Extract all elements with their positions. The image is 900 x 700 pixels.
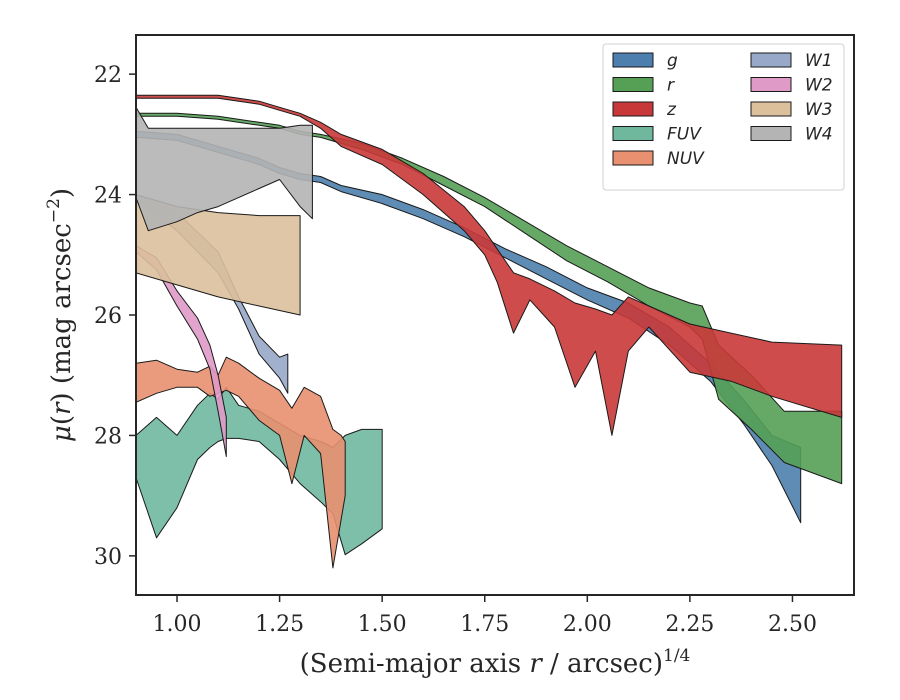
legend-swatch-fuv [612,126,654,141]
ticks-layer: 1.00 1.25 1.50 1.75 2.00 2.25 2.50 22 24 26 28 30 [94,63,817,637]
legend-swatch-w1 [750,52,792,68]
series-band-z [136,94,843,436]
x-tick-label: 1.50 [358,612,407,637]
legend-label-r: r [667,76,675,96]
x-tick-label: 2.50 [768,612,817,637]
legend-swatch-r [612,77,654,92]
legend-swatch-w2 [750,77,792,92]
y-tick-label: 24 [94,184,122,209]
y-tick-label: 28 [94,424,122,449]
y-tick-label: 22 [94,63,122,88]
series-band-nuv [136,356,346,569]
legend-label-fuv: FUV [667,125,702,145]
plot-frame [135,34,855,596]
series-layer [136,94,843,569]
legend: grz FUV NUV W1 W2 W3 W4 [602,43,845,191]
legend-label-w2: W2 [805,76,833,96]
x-tick-label: 1.00 [153,612,202,637]
x-axis-label-var: r [529,649,543,679]
legend-label-g: g [667,51,678,71]
y-axis-label-sup: −2 [44,198,64,223]
legend-swatch-nuv [612,150,654,166]
legend-label-nuv: NUV [667,149,705,169]
legend-label-z: z [666,100,677,120]
legend-label-w3: W3 [805,100,833,120]
legend-label-w4: W4 [805,125,833,145]
legend-swatch-z [612,101,654,117]
y-tick-label: 26 [94,304,122,329]
x-axis-label: (Semi-major axis r / arcsec)1/4 [300,646,691,679]
legend-swatch-w3 [750,101,792,117]
y-axis-label: μ(r) (mag arcsec−2) [44,188,77,442]
x-tick-label: 2.00 [563,612,612,637]
legend-swatch-w4 [750,126,792,141]
x-tick-label: 1.75 [460,612,509,637]
legend-swatch-g [612,52,654,68]
x-tick-label: 2.25 [665,612,714,637]
series-band-w4 [136,106,313,232]
x-tick-label: 1.25 [255,612,304,637]
legend-label-w1: W1 [805,51,833,71]
y-tick-label: 30 [94,545,122,570]
series-band-w2 [136,245,227,457]
x-axis-label-sup: 1/4 [663,646,690,666]
